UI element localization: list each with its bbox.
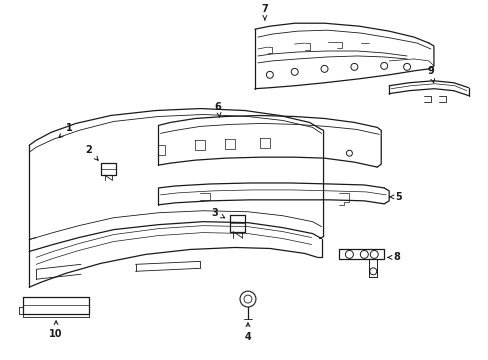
Text: 2: 2: [85, 145, 98, 160]
Text: 3: 3: [211, 208, 224, 218]
Text: 7: 7: [261, 4, 268, 20]
Text: 1: 1: [59, 123, 72, 138]
Text: 9: 9: [427, 66, 434, 83]
Text: 8: 8: [387, 252, 400, 262]
Text: 10: 10: [49, 321, 62, 339]
Text: 5: 5: [389, 192, 402, 202]
Text: 4: 4: [244, 323, 251, 342]
Text: 6: 6: [214, 102, 221, 117]
